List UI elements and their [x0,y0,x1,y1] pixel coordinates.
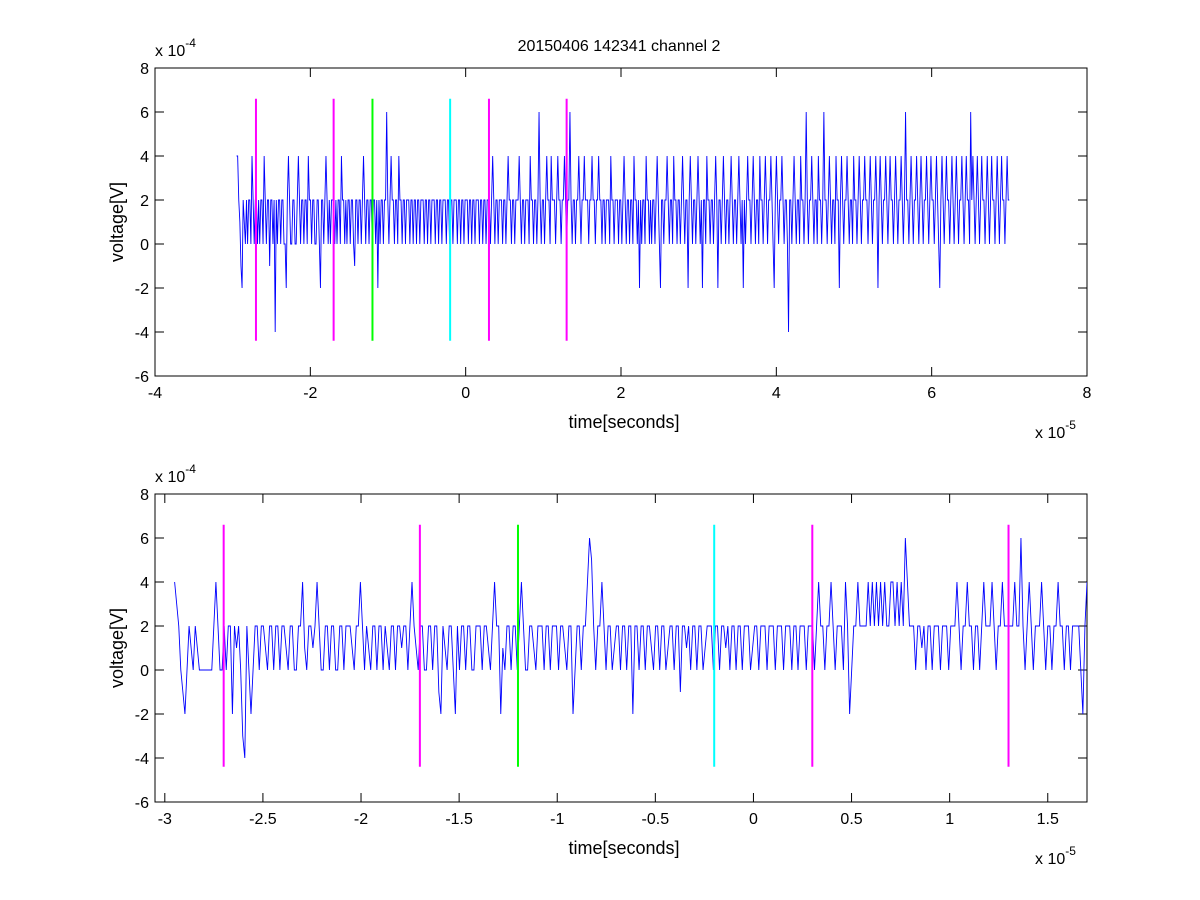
x-exponent-label: x 10-5 [1035,844,1076,868]
y-tick-label: -2 [135,281,149,298]
x-exponent-label-base: x 10 [1035,851,1065,868]
x-axis-label: time[seconds] [568,412,679,432]
x-exponent-label: x 10-5 [1035,418,1076,442]
y-tick-label: -2 [135,707,149,724]
y-tick-label: 4 [140,575,149,592]
y-axis-label: voltage[V] [107,182,127,262]
y-tick-label: -4 [135,751,149,768]
top-subplot: -4 -2 0 2 4 6 8-6-4-202468time[seconds]voltage… [107,36,1092,442]
y-exponent-label: x 10-4 [155,36,196,60]
y-tick-label: -6 [135,369,149,386]
plot-area [174,524,1087,767]
x-tick-label: 4 [772,385,781,402]
x-tick-label: 1.5 [1037,811,1059,828]
axes-frame [154,493,1088,803]
y-exponent-label-exponent: -4 [185,462,196,476]
plot-area [236,98,1010,341]
y-tick-label: 4 [140,149,149,166]
y-tick-label: -6 [135,795,149,812]
bottom-subplot: -3 -2.5 -2 -1.5 -1 -0.5 0 0.5 1 1.5 -6 -4 -2 0 2 4 6 8 tim… [107,462,1088,868]
x-axis-label: time[seconds] [568,838,679,858]
signal-trace [236,111,1010,333]
x-tick-label: -2.5 [249,811,277,828]
x-tick-label: -1.5 [445,811,473,828]
y-tick-label: 6 [140,105,149,122]
signal-trace [174,537,1087,759]
x-tick-label: -1 [550,811,564,828]
x-tick-label: 6 [927,385,936,402]
y-exponent-label-base: x 10 [155,469,185,486]
x-tick-label: -0.5 [642,811,670,828]
x-tick-label: 1 [945,811,954,828]
x-exponent-label-exponent: -5 [1065,844,1076,858]
y-tick-label: 0 [140,237,149,254]
y-exponent-label-exponent: -4 [185,36,196,50]
x-exponent-label-base: x 10 [1035,425,1065,442]
x-tick-label: 0 [461,385,470,402]
x-tick-label: 0.5 [840,811,862,828]
y-tick-label: 8 [140,61,149,78]
x-tick-label: -4 [148,385,162,402]
y-exponent-label: x 10-4 [155,462,196,486]
y-tick-label: 2 [140,193,149,210]
y-tick-label: 6 [140,531,149,548]
x-tick-label: 2 [617,385,626,402]
y-tick-label: -4 [135,325,149,342]
y-axis-label: voltage[V] [107,608,127,688]
x-tick-label: 8 [1083,385,1092,402]
x-tick-label: -2 [303,385,317,402]
x-exponent-label-exponent: -5 [1065,418,1076,432]
y-tick-label: 0 [140,663,149,680]
x-tick-label: -3 [158,811,172,828]
y-tick-label: 2 [140,619,149,636]
y-tick-label: 8 [140,487,149,504]
x-tick-label: 0 [749,811,758,828]
figure-title: 20150406 142341 channel 2 [518,38,721,55]
x-tick-label: -2 [354,811,368,828]
y-exponent-label-base: x 10 [155,43,185,60]
